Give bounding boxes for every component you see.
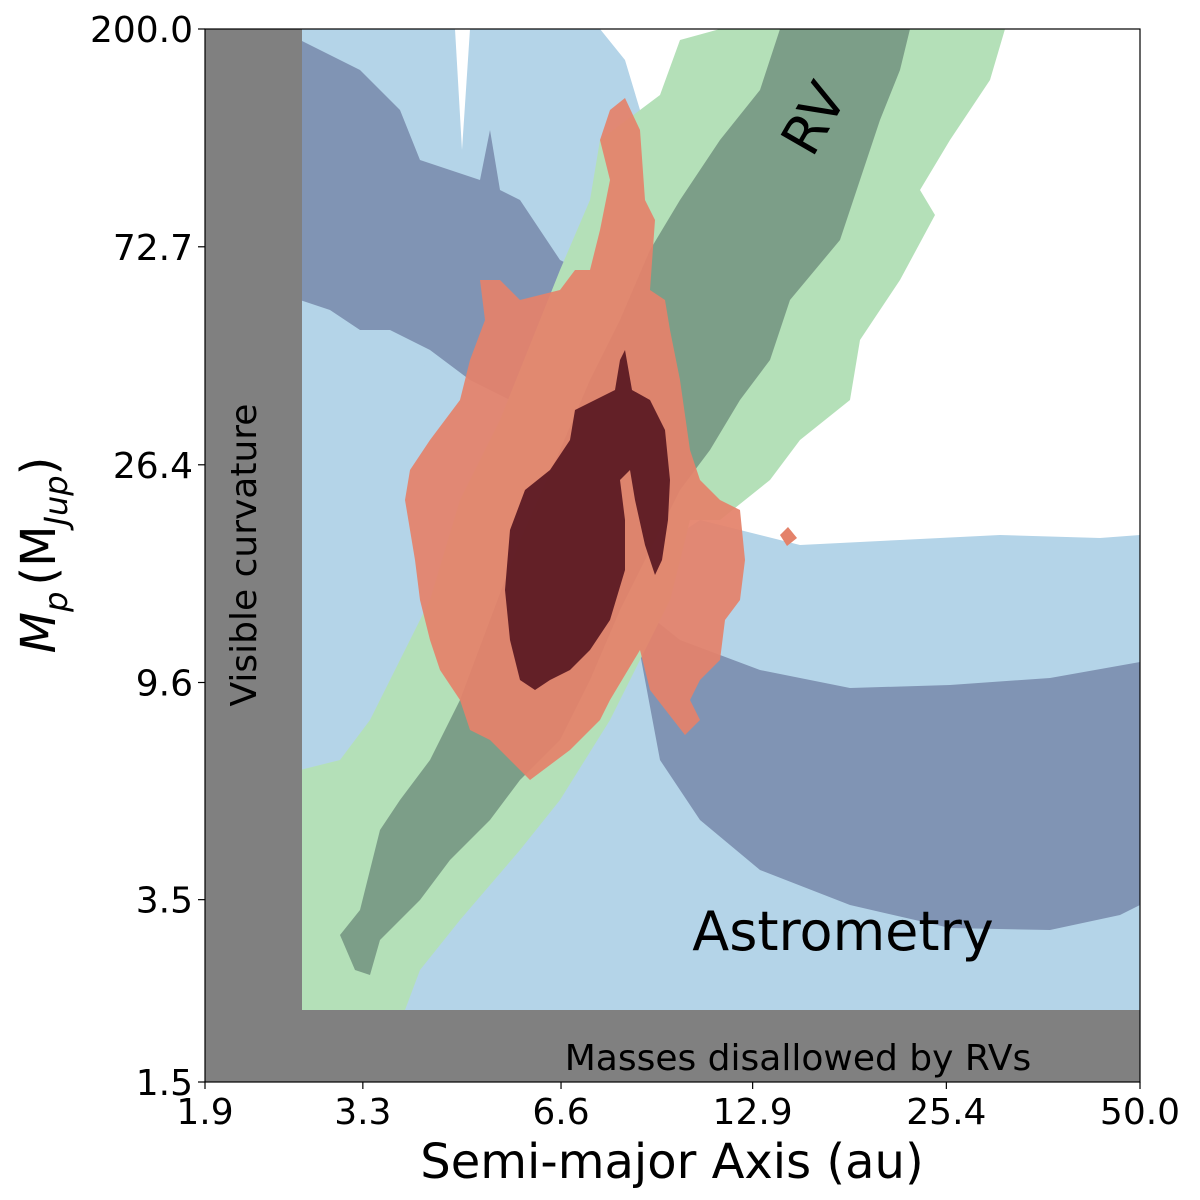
x-tick-label: 25.4 <box>906 1092 986 1133</box>
y-tick-label: 3.5 <box>136 881 193 922</box>
x-axis-ticks: 1.9 3.3 6.6 12.9 25.4 50.0 <box>176 1082 1180 1133</box>
joint-1sigma-region <box>505 350 670 690</box>
visible-curvature-exclusion <box>205 29 302 1082</box>
y-axis-label-sub: p <box>37 592 75 613</box>
plot-frame <box>204 28 1141 1083</box>
x-tick-label: 50.0 <box>1100 1092 1180 1133</box>
x-tick-label: 3.3 <box>334 1092 391 1133</box>
y-axis-label-unit-sub: Jup <box>37 475 75 531</box>
y-tick-label: 9.6 <box>136 664 193 705</box>
y-axis-label-main: M <box>11 612 67 653</box>
y-tick-label: 72.7 <box>113 228 193 269</box>
y-tick-label: 1.5 <box>136 1063 193 1104</box>
visible-curvature-label: Visible curvature <box>224 404 265 707</box>
astrometry-1sigma-region-lower <box>630 600 1140 930</box>
y-axis-label: Mp (MJup) <box>11 457 75 654</box>
y-axis-label-unit-close: ) <box>11 457 67 476</box>
y-axis-label-unit-open: (M <box>11 525 67 585</box>
y-tick-label: 200.0 <box>90 10 193 51</box>
joint-2sigma-region-small <box>780 527 797 546</box>
rv-mass-exclusion <box>205 1010 1140 1082</box>
x-tick-label: 6.6 <box>532 1092 589 1133</box>
y-axis-ticks: 200.0 72.7 26.4 9.6 3.5 1.5 <box>90 10 205 1104</box>
svg-text:Mp(MJup): Mp (MJup) <box>11 457 75 654</box>
masses-disallowed-label: Masses disallowed by RVs <box>565 1038 1032 1079</box>
astrometry-label: Astrometry <box>692 900 993 963</box>
x-axis-label: Semi-major Axis (au) <box>420 1134 923 1190</box>
x-tick-label: 12.9 <box>713 1092 793 1133</box>
y-tick-label: 26.4 <box>113 446 193 487</box>
contour-layers <box>300 29 1140 1010</box>
x-tick-label: 1.9 <box>176 1092 233 1133</box>
